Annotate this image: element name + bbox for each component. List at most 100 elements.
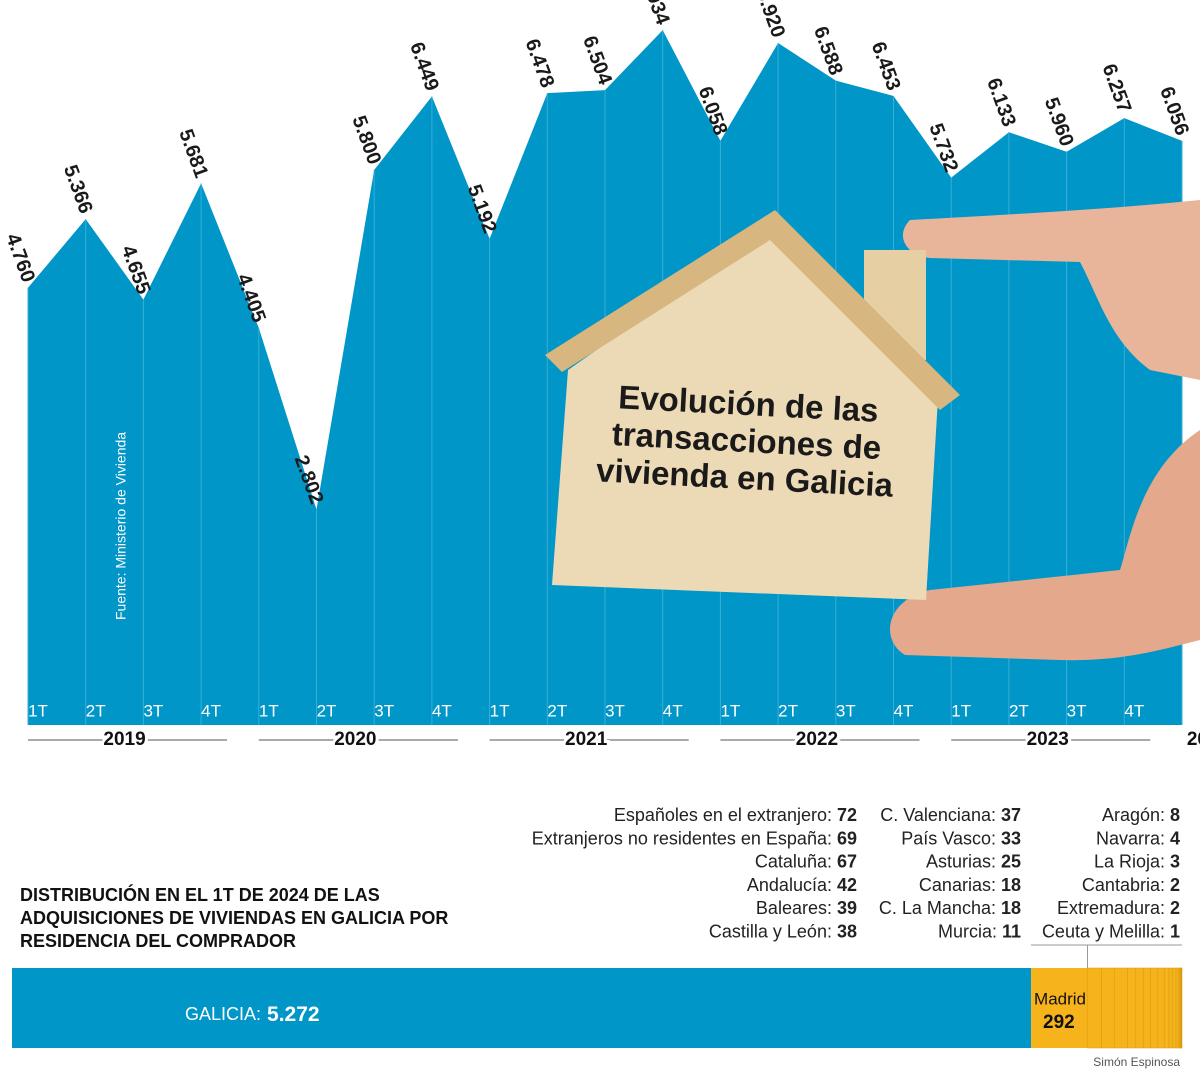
chart-title: Evolución de las transacciones de vivien… (595, 378, 894, 504)
legend-entry: Cataluña: 67 (755, 851, 857, 871)
legend-entry: Ceuta y Melilla: 1 (1042, 921, 1180, 941)
bar-segment (1087, 967, 1102, 1049)
bar-segment (1150, 967, 1159, 1049)
quarter-label: 1T (1182, 701, 1200, 720)
value-label: 5.800 (347, 113, 385, 168)
year-label: 2024 (1187, 729, 1200, 750)
legend-entry: Extranjeros no residentes en España: 69 (532, 828, 857, 848)
source: Fuente: Ministerio de Vivienda (113, 432, 129, 620)
year-label: 2021 (565, 729, 608, 750)
quarter-label: 4T (894, 701, 914, 720)
value-label: 5.960 (1040, 95, 1078, 150)
year-label: 2019 (103, 729, 145, 750)
legend-value: 42 (837, 875, 857, 895)
value-label: 6.478 (521, 36, 559, 91)
value-label: 6.257 (1098, 61, 1136, 116)
legend-name: País Vasco: (901, 828, 996, 848)
quarter-label: 3T (605, 701, 625, 720)
legend-name: Castilla y León: (709, 921, 832, 941)
legend-name: Navarra: (1096, 828, 1165, 848)
value-label: 4.760 (1, 231, 39, 286)
quarter-label: 1T (28, 701, 48, 720)
bottom-title-box: DISTRIBUCIÓN EN EL 1T DE 2024 DE LAS ADQ… (20, 885, 449, 951)
house-roof (545, 210, 960, 410)
legend-entry: C. La Mancha: 18 (879, 898, 1021, 918)
legend-value: 2 (1170, 898, 1180, 918)
legend-value: 18 (1001, 898, 1021, 918)
bottom-title: DISTRIBUCIÓN EN EL 1T DE 2024 DE LAS ADQ… (20, 885, 449, 951)
value-label: 6.453 (867, 39, 905, 94)
legend-entry: La Rioja: 3 (1094, 851, 1180, 871)
quarter-label: 3T (143, 701, 163, 720)
legend-value: 72 (837, 805, 857, 825)
bar-segment (1101, 967, 1115, 1049)
quarter-label: 1T (259, 701, 279, 720)
legend-value: 25 (1001, 851, 1021, 871)
legend-value: 1 (1170, 921, 1180, 941)
stacked-bar: GALICIA: 5.272 Madrid 292 Españoles en el ex… (12, 805, 1183, 1049)
bar-segment (12, 968, 1032, 1048)
category-name: GALICIA: (185, 1004, 261, 1024)
legend-name: Cataluña: (755, 851, 832, 871)
legend-name: Canarias: (919, 875, 996, 895)
quarter-label: 3T (374, 701, 394, 720)
quarter-label: 3T (836, 701, 856, 720)
bar-segment (1127, 967, 1137, 1049)
legend-value: 67 (837, 851, 857, 871)
quarter-label: 4T (663, 701, 683, 720)
legend-name: Extranjeros no residentes en España: (532, 828, 832, 848)
legend-value: 3 (1170, 851, 1180, 871)
quarter-label: 3T (1067, 701, 1087, 720)
legend-name: Extremadura: (1057, 898, 1165, 918)
value-label: 5.366 (59, 162, 97, 217)
legend-value: 69 (837, 828, 857, 848)
legend-entry: Cantabria: 2 (1082, 875, 1180, 895)
legend-name: La Rioja: (1094, 851, 1165, 871)
hand-top (902, 200, 1200, 380)
legend-entry: Baleares: 39 (756, 898, 857, 918)
year-label: 2022 (796, 729, 838, 750)
quarter-label: 4T (1124, 701, 1144, 720)
quarter-label: 1T (490, 701, 510, 720)
legend-value: 2 (1170, 875, 1180, 895)
hand-bottom (890, 430, 1200, 661)
segment-label: 292 (1043, 1012, 1075, 1033)
house-body (552, 228, 938, 600)
value-label: 7.034 (636, 0, 674, 28)
bar-segment (1031, 968, 1088, 1048)
legend-entry: C. Valenciana: 37 (880, 805, 1021, 825)
bar-segment (1168, 967, 1173, 1049)
legend-entry: Aragón: 8 (1102, 805, 1180, 825)
quarter-label: 4T (432, 701, 452, 720)
legend-value: 37 (1001, 805, 1021, 825)
value-label: 6.449 (405, 39, 443, 94)
bar-segment (1135, 967, 1144, 1049)
bar-segment (1163, 967, 1170, 1049)
legend-value: 8 (1170, 805, 1180, 825)
value-label: 6.504 (578, 33, 616, 88)
credit: Simón Espinosa (1093, 1055, 1180, 1069)
legend-entry: Canarias: 18 (919, 875, 1021, 895)
bar-segment (1143, 967, 1151, 1049)
legend-value: 4 (1170, 828, 1180, 848)
title-box: Evolución de las transacciones de vivien… (595, 378, 894, 504)
quarter-label: 1T (720, 701, 740, 720)
bar-segment (1172, 967, 1177, 1049)
quarter-label: 1T (951, 701, 971, 720)
legend-entry: Extremadura: 2 (1057, 898, 1180, 918)
legend-name: Baleares: (756, 898, 832, 918)
year-label: 2020 (334, 729, 376, 750)
bar-segment (1157, 967, 1165, 1049)
bar-segment (1114, 967, 1128, 1049)
legend-name: C. La Mancha: (879, 898, 996, 918)
legend-name: C. Valenciana: (880, 805, 996, 825)
bar-segment (1175, 967, 1179, 1049)
quarter-label: 4T (201, 701, 221, 720)
category-value: 5.272 (267, 1003, 320, 1026)
quarter-label: 2T (1009, 701, 1029, 720)
legend-name: Cantabria: (1082, 875, 1165, 895)
legend-entry: Españoles en el extranjero: 72 (614, 805, 857, 825)
legend-entry: Murcia: 11 (938, 921, 1021, 941)
segment-label: Madrid (1034, 989, 1086, 1008)
